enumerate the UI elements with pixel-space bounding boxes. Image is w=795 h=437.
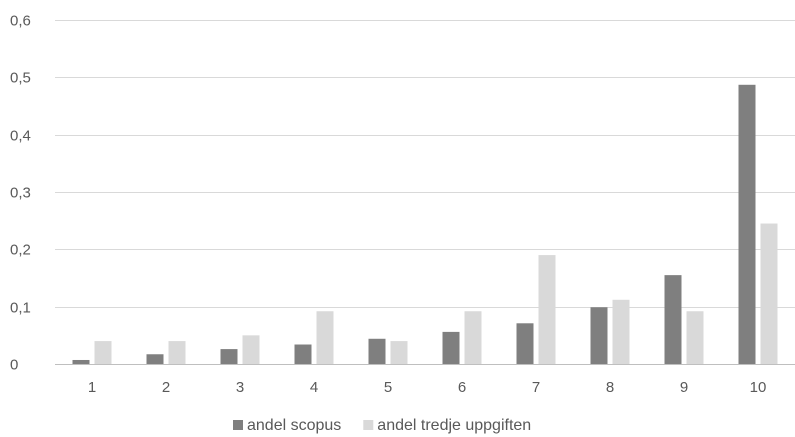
x-tick-label: 3	[236, 379, 244, 396]
bar-series-1-10	[738, 84, 756, 364]
bar-series-2-2	[168, 341, 186, 364]
bar-series-1-5	[368, 338, 386, 364]
bar-series-2-5	[390, 341, 408, 364]
bar-series-1-1	[72, 359, 90, 364]
y-tick-label: 0,2	[10, 242, 31, 259]
bar-series-2-4	[316, 311, 334, 364]
y-tick-label: 0	[10, 357, 18, 374]
x-tick-label: 6	[458, 379, 466, 396]
legend: andel scopus andel tredje uppgiften	[233, 417, 531, 434]
bar-series-2-10	[760, 223, 778, 364]
bar-series-2-9	[686, 311, 704, 364]
x-tick-label: 1	[88, 379, 96, 396]
x-tick-label: 7	[532, 379, 540, 396]
y-tick-label: 0,5	[10, 70, 31, 87]
y-tick-label: 0,3	[10, 185, 31, 202]
x-tick-label: 2	[162, 379, 170, 396]
legend-swatch	[233, 420, 243, 430]
bar-series-2-7	[538, 255, 556, 364]
bar-series-1-7	[516, 323, 534, 364]
bar-series-1-4	[294, 344, 312, 364]
bar-series-2-8	[612, 299, 630, 364]
y-tick-label: 0,4	[10, 128, 31, 145]
bar-series-1-6	[442, 331, 460, 364]
x-tick-label: 4	[310, 379, 318, 396]
y-axis-tick-labels: 0 0,1 0,2 0,3 0,4 0,5 0,6	[10, 13, 31, 374]
legend-label: andel tredje uppgiften	[377, 417, 531, 434]
x-axis-tick-labels: 1 2 3 4 5 6 7 8 9 10	[88, 379, 767, 396]
x-tick-label: 5	[384, 379, 392, 396]
bar-series-2-6	[464, 311, 482, 364]
bar-series-1-2	[146, 354, 164, 364]
legend-swatch	[363, 420, 374, 430]
legend-label: andel scopus	[247, 417, 341, 434]
grid-lines	[55, 20, 795, 365]
x-tick-label: 10	[750, 379, 767, 396]
y-tick-label: 0,1	[10, 300, 31, 317]
bars	[72, 84, 778, 364]
y-tick-label: 0,6	[10, 13, 31, 30]
bar-series-1-9	[664, 275, 682, 364]
bar-series-1-8	[590, 307, 608, 364]
bar-series-2-1	[94, 341, 112, 364]
x-tick-label: 9	[680, 379, 688, 396]
x-tick-label: 8	[606, 379, 614, 396]
bar-series-1-3	[220, 349, 238, 364]
bar-series-2-3	[242, 335, 260, 364]
